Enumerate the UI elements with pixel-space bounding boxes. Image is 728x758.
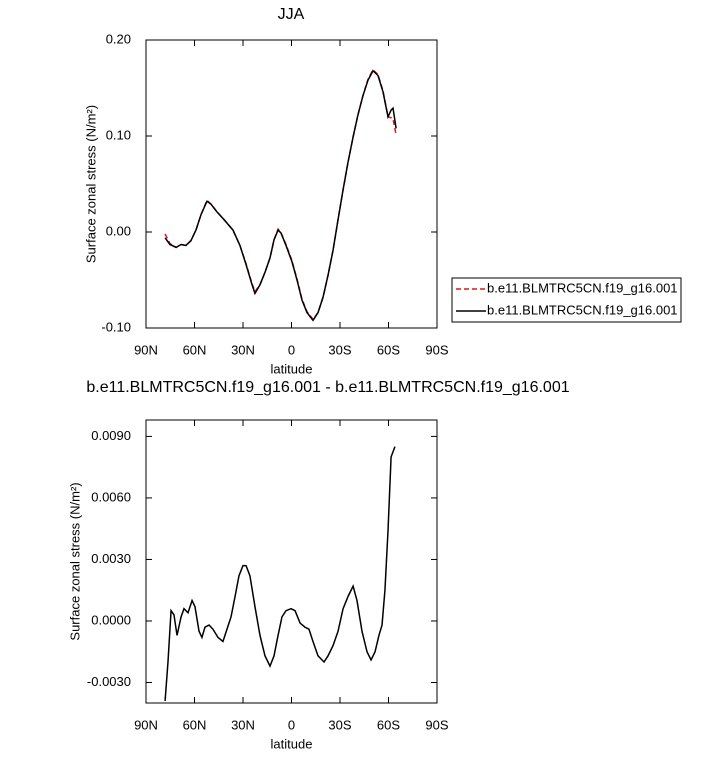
chart-title: b.e11.BLMTRC5CN.f19_g16.001 - b.e11.BLMT… xyxy=(86,379,569,396)
y-tick-label: 0.00 xyxy=(106,223,131,238)
chart-title: JJA xyxy=(278,6,305,23)
x-tick-label: 90N xyxy=(134,342,158,357)
legend-label: b.e11.BLMTRC5CN.f19_g16.001 xyxy=(487,280,678,295)
x-tick-label: 30N xyxy=(231,342,255,357)
x-tick-label: 30S xyxy=(328,717,351,732)
legend-label: b.e11.BLMTRC5CN.f19_g16.001 xyxy=(487,302,678,317)
y-tick-label: 0.20 xyxy=(106,31,131,46)
x-tick-label: 30S xyxy=(328,342,351,357)
x-tick-label: 60N xyxy=(183,342,207,357)
x-tick-label: 60N xyxy=(183,717,207,732)
x-tick-label: 60S xyxy=(377,342,400,357)
x-tick-label: 0 xyxy=(288,342,295,357)
x-tick-label: 60S xyxy=(377,717,400,732)
y-axis-label: Surface zonal stress (N/m²) xyxy=(67,482,82,640)
y-tick-label: 0.0000 xyxy=(91,612,131,627)
y-tick-label: -0.10 xyxy=(101,319,131,334)
data-line xyxy=(164,69,397,322)
plot-frame xyxy=(145,419,438,704)
y-tick-label: 0.10 xyxy=(106,127,131,142)
x-tick-label: 30N xyxy=(231,717,255,732)
y-tick-label: 0.0090 xyxy=(91,428,131,443)
y-tick-label: 0.0030 xyxy=(91,551,131,566)
x-axis-label: latitude xyxy=(271,361,313,376)
x-tick-label: 90N xyxy=(134,717,158,732)
x-tick-label: 90S xyxy=(425,342,448,357)
legend-box xyxy=(451,277,682,323)
plot-frame xyxy=(145,39,438,329)
y-tick-label: 0.0060 xyxy=(91,489,131,504)
x-tick-label: 90S xyxy=(425,717,448,732)
data-line xyxy=(164,68,397,321)
x-tick-label: 0 xyxy=(288,717,295,732)
x-axis-label: latitude xyxy=(271,736,313,751)
y-axis-label: Surface zonal stress (N/m²) xyxy=(83,105,98,263)
y-tick-label: -0.0030 xyxy=(87,674,131,689)
data-line xyxy=(164,446,396,702)
